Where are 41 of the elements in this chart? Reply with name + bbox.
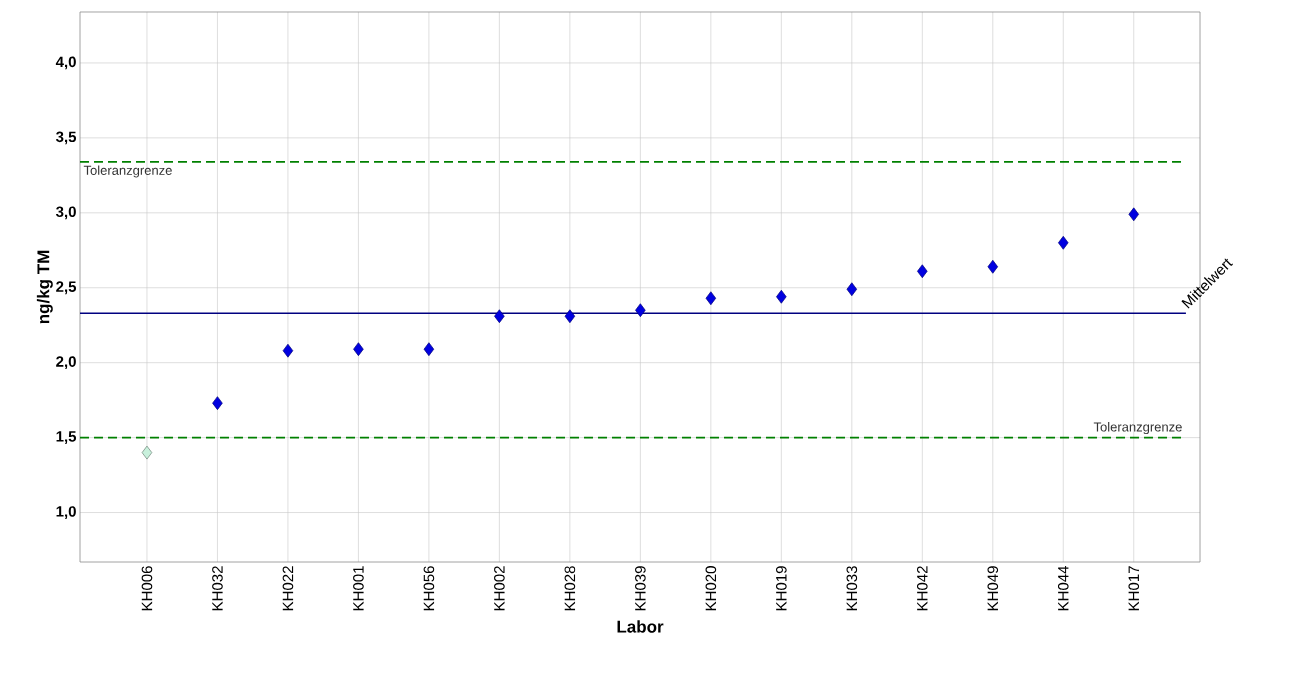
x-tick-label: KH022 [282, 566, 294, 611]
point [917, 264, 928, 279]
point [776, 289, 787, 304]
y-tick-label: 2,5 [56, 281, 77, 295]
y-axis-title: ng/kg TM [36, 250, 53, 324]
point [423, 342, 435, 357]
y-tick-label: 2,0 [56, 356, 76, 370]
y-tick-label: 4,0 [55, 56, 76, 70]
x-tick-label: KH002 [494, 566, 505, 611]
x-tick-label: KH033 [846, 566, 858, 611]
point [564, 309, 576, 324]
point [635, 303, 646, 318]
x-tick-label: KH032 [212, 566, 223, 611]
point [1128, 207, 1139, 222]
point [705, 291, 717, 306]
x-tick-label: KH042 [917, 566, 928, 611]
x-tick-label: KH056 [423, 566, 435, 611]
point [494, 309, 505, 324]
y-tick-label: 3,0 [55, 206, 76, 220]
x-tick-label: KH049 [987, 566, 999, 611]
y-tick-label: 1,5 [56, 431, 77, 444]
x-tick-label: KH039 [635, 566, 646, 611]
point [141, 445, 153, 460]
point [846, 282, 858, 297]
x-tick-label: KH028 [564, 566, 576, 611]
point [212, 396, 223, 410]
ref-line-label: Toleranzgrenze [1093, 421, 1182, 435]
y-tick-label: 1,0 [56, 506, 76, 519]
x-axis-title: Labor [617, 620, 664, 633]
x-tick-label: KH044 [1057, 565, 1069, 611]
point [1058, 235, 1069, 250]
x-tick-label: KH017 [1128, 566, 1140, 611]
ref-line-label: Toleranzgrenze [83, 165, 172, 178]
point [353, 342, 364, 357]
x-tick-label: KH001 [353, 566, 364, 611]
y-tick-label: 3,5 [55, 131, 77, 145]
x-tick-label: KH020 [705, 566, 717, 611]
point [282, 343, 294, 358]
x-tick-label: KH019 [776, 566, 787, 611]
x-tick-label: KH006 [141, 566, 153, 611]
point [987, 259, 999, 274]
